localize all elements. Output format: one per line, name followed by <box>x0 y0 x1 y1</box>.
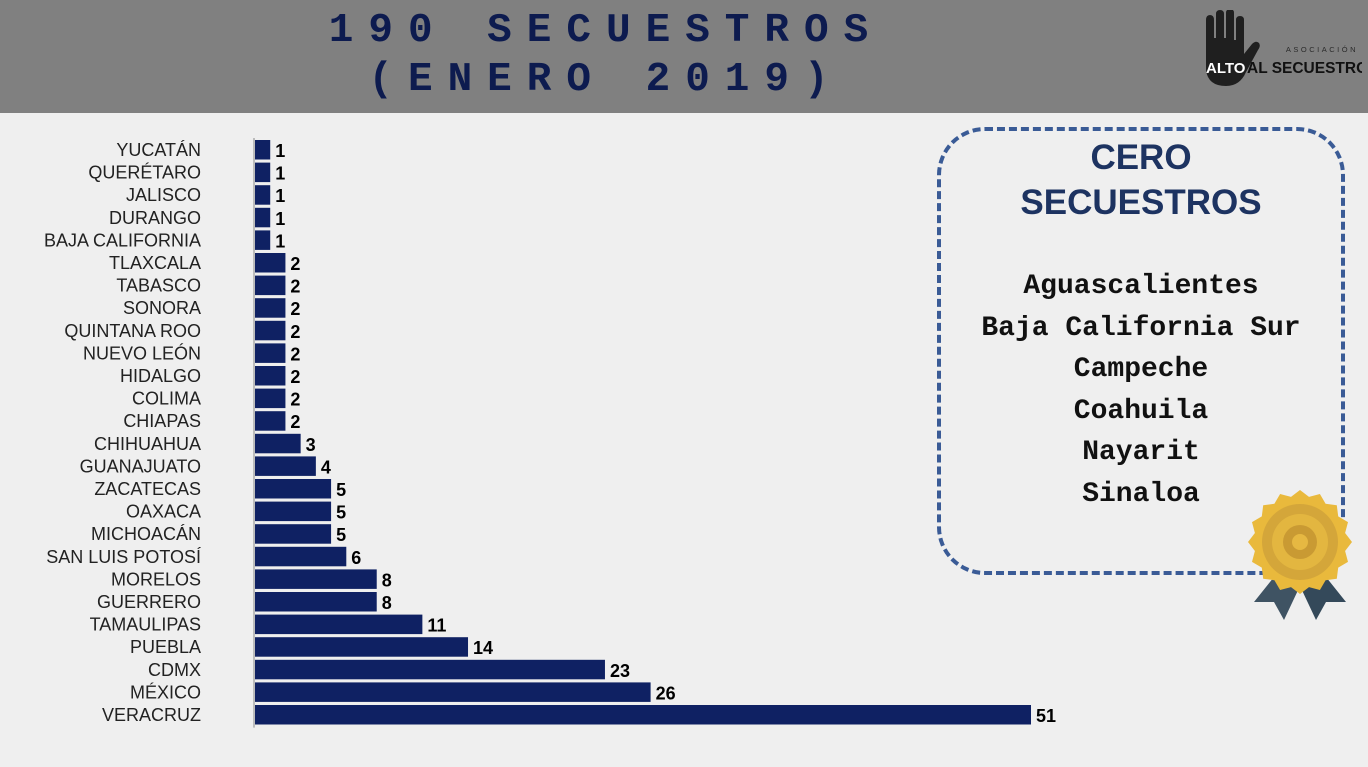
category-label: HIDALGO <box>120 366 201 386</box>
category-label: MICHOACÁN <box>91 524 201 544</box>
value-label: 14 <box>473 638 493 658</box>
title-line-1: 190 SECUESTROS <box>328 8 884 54</box>
category-label: OAXACA <box>126 502 201 522</box>
bar <box>255 253 286 273</box>
logo-word-small: ASOCIACIÓN <box>1286 45 1358 54</box>
value-label: 2 <box>290 254 300 274</box>
award-ribbon-icon <box>1248 490 1352 620</box>
value-label: 11 <box>427 616 446 636</box>
value-label: 5 <box>336 503 346 523</box>
bar <box>255 162 271 183</box>
bar <box>255 456 316 476</box>
value-label: 3 <box>306 435 316 455</box>
bar <box>255 592 377 612</box>
category-label: SAN LUIS POTOSÍ <box>46 547 201 567</box>
bar <box>255 433 301 454</box>
value-label: 1 <box>275 209 285 229</box>
bar <box>255 569 377 589</box>
bar <box>255 524 332 544</box>
bar <box>255 411 286 431</box>
value-label: 4 <box>321 457 331 477</box>
value-label: 2 <box>290 277 300 297</box>
value-label: 8 <box>382 570 392 590</box>
bar <box>255 659 605 680</box>
category-label: CHIHUAHUA <box>94 434 201 454</box>
bar <box>255 705 1031 725</box>
category-label: BAJA CALIFORNIA <box>44 230 201 250</box>
bar <box>255 207 271 228</box>
zero-state-item: Campeche <box>1073 354 1209 385</box>
category-label: SONORA <box>123 298 201 318</box>
bar <box>255 501 332 522</box>
category-label: PUEBLA <box>130 637 201 657</box>
category-label: TAMAULIPAS <box>90 615 201 635</box>
logo: ASOCIACIÓN ALTO AL SECUESTRO <box>1206 10 1362 86</box>
bar <box>255 230 271 250</box>
category-label: VERACRUZ <box>102 705 201 725</box>
category-label: MORELOS <box>111 569 201 589</box>
logo-word-rest: AL SECUESTRO <box>1247 60 1362 77</box>
category-label: MÉXICO <box>130 682 201 702</box>
logo-word-alto: ALTO <box>1206 60 1246 77</box>
value-label: 8 <box>382 593 392 613</box>
zero-state-item: Aguascalientes <box>1023 271 1259 302</box>
title-line-2: (ENERO 2019) <box>368 57 844 103</box>
bar <box>255 140 271 160</box>
category-label: GUANAJUATO <box>80 456 201 476</box>
value-label: 1 <box>275 186 285 206</box>
zero-box-title: CERO SECUESTROS <box>941 135 1341 225</box>
bar <box>255 614 423 635</box>
value-label: 5 <box>336 525 346 545</box>
bar <box>255 546 347 567</box>
zero-box-title-line-2: SECUESTROS <box>1020 183 1262 222</box>
zero-state-item: Nayarit <box>1082 437 1200 468</box>
zero-kidnappings-box: CERO SECUESTROS Aguascalientes Baja Cali… <box>937 127 1345 575</box>
zero-state-item: Coahuila <box>1073 395 1209 427</box>
value-label: 2 <box>290 390 300 410</box>
category-label: QUINTANA ROO <box>64 321 201 341</box>
bar <box>255 479 332 499</box>
value-label: 5 <box>336 480 346 500</box>
bar <box>255 388 286 409</box>
zero-state-item: Baja California Sur <box>981 312 1301 344</box>
value-label: 2 <box>290 344 300 364</box>
category-label: COLIMA <box>132 389 201 409</box>
value-label: 2 <box>290 367 300 387</box>
value-label: 1 <box>275 164 285 184</box>
value-label: 6 <box>351 548 361 568</box>
value-label: 1 <box>275 231 285 251</box>
zero-state-item: Sinaloa <box>1082 478 1200 510</box>
bar <box>255 320 286 341</box>
value-label: 2 <box>290 322 300 342</box>
category-label: GUERRERO <box>97 592 201 612</box>
category-label: JALISCO <box>126 185 201 205</box>
category-label: CHIAPAS <box>123 411 201 431</box>
bar <box>255 682 651 702</box>
value-label: 2 <box>290 412 300 432</box>
raised-hand-icon <box>1206 10 1260 86</box>
bar <box>255 185 271 205</box>
bar <box>255 343 286 363</box>
category-label: TABASCO <box>116 276 201 296</box>
category-label: TLAXCALA <box>109 253 201 273</box>
bar <box>255 637 469 657</box>
category-label: NUEVO LEÓN <box>83 342 201 363</box>
category-label: CDMX <box>148 660 201 680</box>
bar <box>255 366 286 386</box>
zero-box-title-line-1: CERO <box>1090 138 1192 177</box>
header-bar: 190 SECUESTROS (ENERO 2019) ASOCIACIÓN A… <box>0 0 1368 113</box>
value-label: 1 <box>275 141 285 161</box>
value-label: 26 <box>656 683 676 703</box>
value-label: 51 <box>1036 706 1056 726</box>
category-label: DURANGO <box>109 208 201 228</box>
bar <box>255 298 286 318</box>
category-label: YUCATÁN <box>116 140 201 160</box>
zero-states-list: Aguascalientes Baja California Sur Campe… <box>941 266 1341 515</box>
value-label: 2 <box>290 299 300 319</box>
value-label: 23 <box>610 661 630 681</box>
category-label: QUERÉTARO <box>88 163 201 183</box>
bar <box>255 275 286 296</box>
category-label: ZACATECAS <box>94 479 201 499</box>
